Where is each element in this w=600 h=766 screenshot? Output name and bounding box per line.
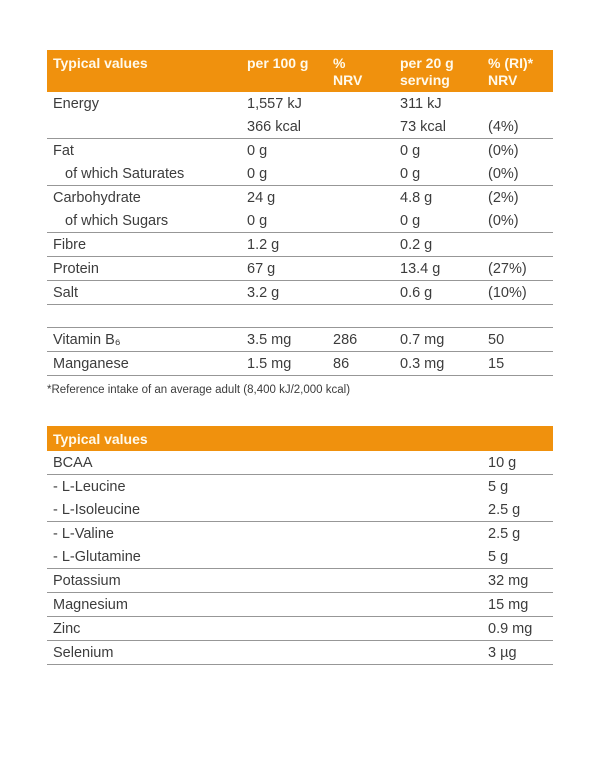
value-per-100g: 366 kcal xyxy=(247,118,302,135)
section-gap xyxy=(47,305,553,327)
column-header-per-20g-serving: per 20 g serving xyxy=(400,55,454,88)
table-row: of which Sugars 0 g 0 g (0%) xyxy=(47,209,553,233)
table-row: - L-Glutamine 5 g xyxy=(47,545,553,569)
nutrient-label: of which Saturates xyxy=(65,165,185,182)
table-row: of which Saturates 0 g 0 g (0%) xyxy=(47,162,553,186)
nutrition-table-main: Typical values per 100 g % NRV per 20 g … xyxy=(47,50,553,396)
table-row: BCAA 10 g xyxy=(47,451,553,475)
nutrition-table-amino-minerals: Typical values BCAA 10 g - L-Leucine 5 g… xyxy=(47,426,553,665)
value-ri-nrv-serving: 50 xyxy=(488,331,505,348)
column-header-per-100g: per 100 g xyxy=(247,55,309,71)
nutrient-label: of which Sugars xyxy=(65,212,169,229)
value-per-100g: 67 g xyxy=(247,260,276,277)
table-row: Zinc 0.9 mg xyxy=(47,617,553,641)
nutrient-label: Vitamin B₆ xyxy=(53,331,121,348)
nutrient-amount: 5 g xyxy=(488,548,509,565)
value-per-100g: 1.2 g xyxy=(247,236,280,253)
column-header-nrv-100g: % NRV xyxy=(333,55,363,88)
nutrition-table-main-body: Energy 1,557 kJ 311 kJ 366 kcal 73 kcal … xyxy=(47,92,553,376)
value-per-20g-serving: 0 g xyxy=(400,212,421,229)
nutrient-label: Salt xyxy=(53,284,78,301)
value-ri-nrv-serving: (10%) xyxy=(488,284,527,301)
table-row: Manganese 1.5 mg 86 0.3 mg 15 xyxy=(47,352,553,376)
value-per-20g-serving: 4.8 g xyxy=(400,189,433,206)
nutrient-amount: 2.5 g xyxy=(488,525,521,542)
value-per-100g: 24 g xyxy=(247,189,276,206)
table-row: 366 kcal 73 kcal (4%) xyxy=(47,115,553,139)
value-per-20g-serving: 0.3 mg xyxy=(400,355,445,372)
value-ri-nrv-serving: 15 xyxy=(488,355,505,372)
table-row: Selenium 3 µg xyxy=(47,641,553,665)
nutrient-label: Magnesium xyxy=(53,596,128,613)
nutrient-amount: 3 µg xyxy=(488,644,517,661)
value-per-100g: 1,557 kJ xyxy=(247,95,302,112)
nutrient-amount: 10 g xyxy=(488,454,517,471)
table-row: Carbohydrate 24 g 4.8 g (2%) xyxy=(47,186,553,209)
value-ri-nrv-serving: (0%) xyxy=(488,142,519,159)
value-nrv-per-100g: 86 xyxy=(333,355,350,372)
nutrition-table-amino-minerals-body: BCAA 10 g - L-Leucine 5 g - L-Isoleucine… xyxy=(47,451,553,665)
nutrient-label: - L-Valine xyxy=(53,525,114,542)
nutrient-label: Carbohydrate xyxy=(53,189,141,206)
nutrient-label: Manganese xyxy=(53,355,129,372)
value-per-100g: 0 g xyxy=(247,165,268,182)
table-row: Energy 1,557 kJ 311 kJ xyxy=(47,92,553,115)
nutrient-amount: 0.9 mg xyxy=(488,620,533,637)
table-row: Fibre 1.2 g 0.2 g xyxy=(47,233,553,257)
nutrient-label: BCAA xyxy=(53,454,93,471)
table-row: Potassium 32 mg xyxy=(47,569,553,593)
value-per-100g: 3.2 g xyxy=(247,284,280,301)
nutrient-label: - L-Glutamine xyxy=(53,548,141,565)
table-row: Magnesium 15 mg xyxy=(47,593,553,617)
value-ri-nrv-serving: (0%) xyxy=(488,212,519,229)
value-per-100g: 0 g xyxy=(247,212,268,229)
value-nrv-per-100g: 286 xyxy=(333,331,358,348)
nutrient-label: Zinc xyxy=(53,620,81,637)
value-per-20g-serving: 0.6 g xyxy=(400,284,433,301)
value-per-20g-serving: 0.7 mg xyxy=(400,331,445,348)
value-per-20g-serving: 0 g xyxy=(400,165,421,182)
nutrient-label: Protein xyxy=(53,260,99,277)
nutrition-facts-panel: Typical values per 100 g % NRV per 20 g … xyxy=(47,50,553,665)
value-per-20g-serving: 73 kcal xyxy=(400,118,446,135)
value-ri-nrv-serving: (0%) xyxy=(488,165,519,182)
column-header-ri-nrv-serving: % (RI)* NRV xyxy=(488,55,534,88)
table-header-bar: Typical values per 100 g % NRV per 20 g … xyxy=(47,50,553,92)
value-ri-nrv-serving: (27%) xyxy=(488,260,527,277)
value-per-20g-serving: 13.4 g xyxy=(400,260,441,277)
nutrient-label: Energy xyxy=(53,95,99,112)
table-row: Protein 67 g 13.4 g (27%) xyxy=(47,257,553,281)
value-ri-nrv-serving: (4%) xyxy=(488,118,519,135)
table-header-bar: Typical values xyxy=(47,426,553,451)
value-ri-nrv-serving: (2%) xyxy=(488,189,519,206)
reference-intake-footnote: *Reference intake of an average adult (8… xyxy=(47,384,351,396)
nutrient-label: - L-Isoleucine xyxy=(53,501,141,518)
table-row: Vitamin B₆ 3.5 mg 286 0.7 mg 50 xyxy=(47,327,553,352)
value-per-100g: 1.5 mg xyxy=(247,355,292,372)
nutrient-label: Fibre xyxy=(53,236,87,253)
nutrient-amount: 15 mg xyxy=(488,596,529,613)
column-header-typical-values: Typical values xyxy=(53,430,148,447)
table-row: Salt 3.2 g 0.6 g (10%) xyxy=(47,281,553,305)
nutrient-label: Selenium xyxy=(53,644,114,661)
table-row: - L-Valine 2.5 g xyxy=(47,522,553,545)
nutrient-amount: 32 mg xyxy=(488,572,529,589)
nutrient-amount: 5 g xyxy=(488,478,509,495)
value-per-20g-serving: 311 kJ xyxy=(400,95,442,112)
column-header-typical-values: Typical values xyxy=(53,55,148,71)
table-row: - L-Leucine 5 g xyxy=(47,475,553,498)
value-per-20g-serving: 0.2 g xyxy=(400,236,433,253)
table-row: - L-Isoleucine 2.5 g xyxy=(47,498,553,522)
nutrient-label: - L-Leucine xyxy=(53,478,126,495)
nutrient-amount: 2.5 g xyxy=(488,501,521,518)
value-per-20g-serving: 0 g xyxy=(400,142,421,159)
value-per-100g: 0 g xyxy=(247,142,268,159)
table-row: Fat 0 g 0 g (0%) xyxy=(47,139,553,162)
value-per-100g: 3.5 mg xyxy=(247,331,292,348)
nutrient-label: Fat xyxy=(53,142,74,159)
nutrient-label: Potassium xyxy=(53,572,121,589)
